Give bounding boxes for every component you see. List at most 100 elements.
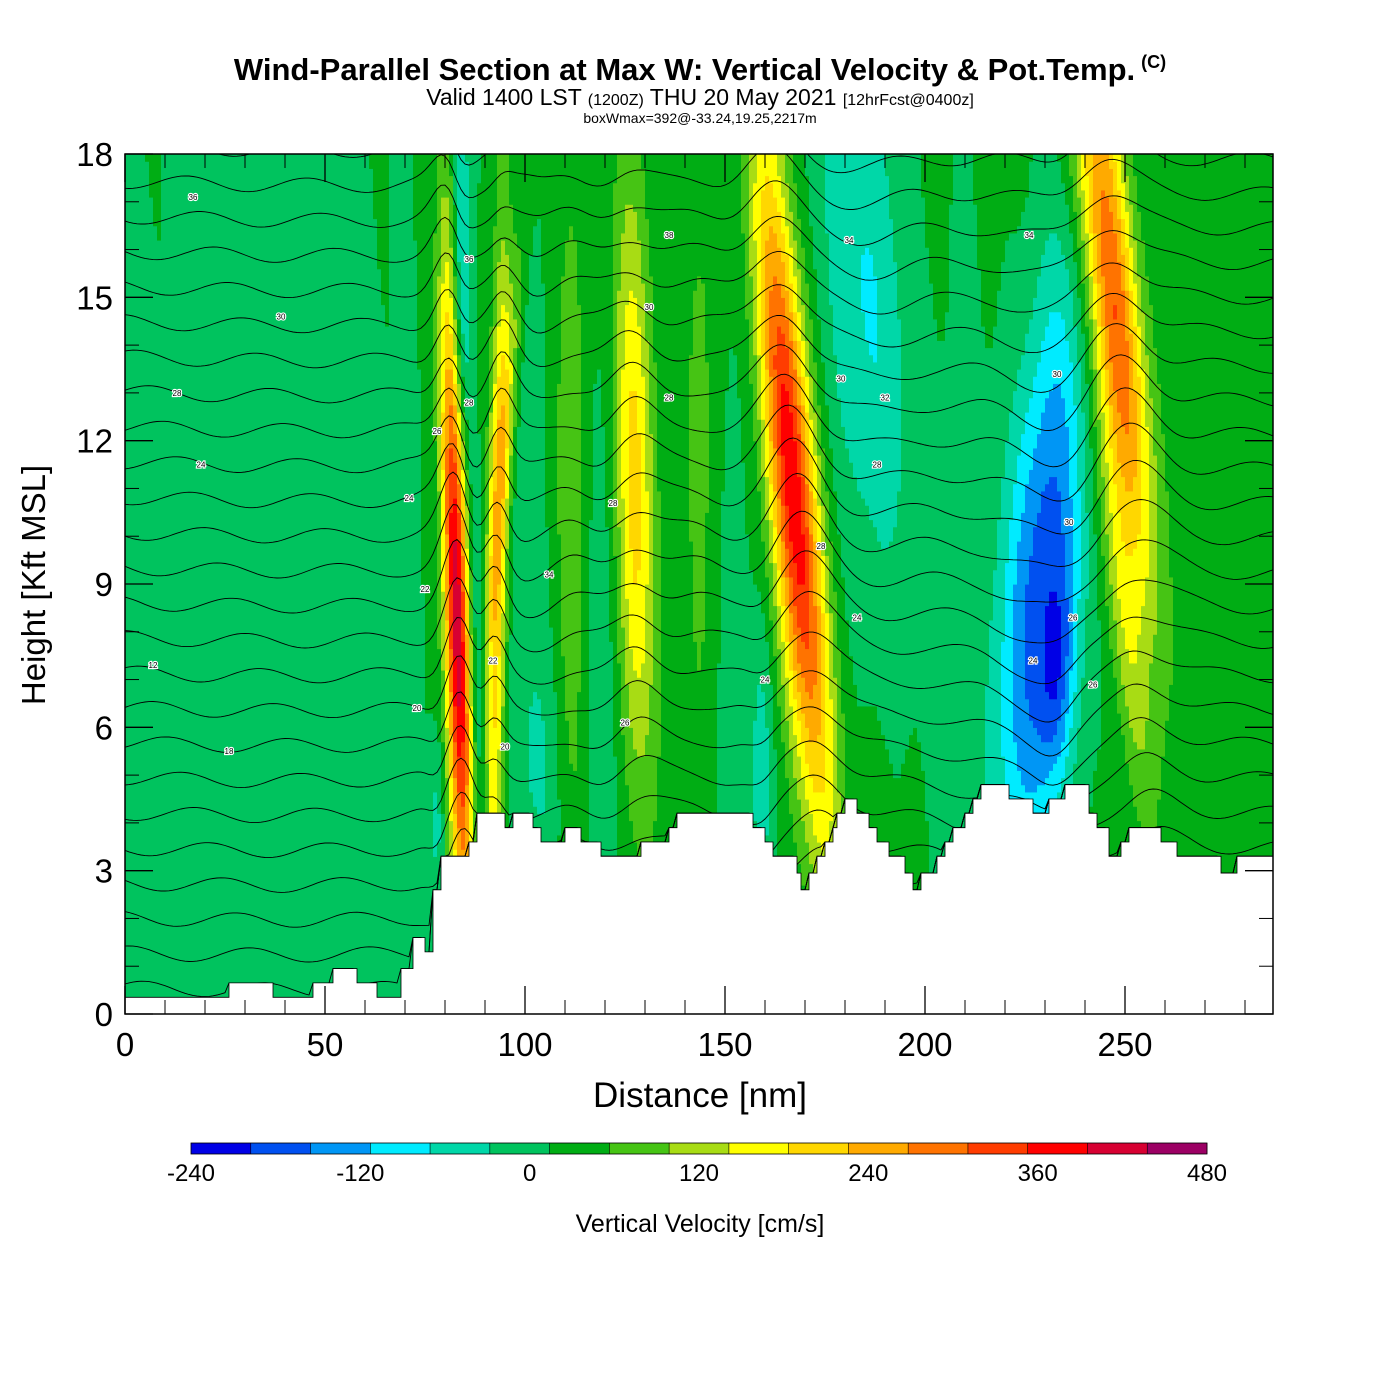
field-cell (145, 154, 150, 162)
field-cell (1069, 361, 1074, 499)
field-cell (1209, 154, 1214, 1014)
field-cell (545, 526, 550, 979)
field-cell (1113, 677, 1118, 1014)
field-cell (1145, 576, 1150, 721)
field-cell (1077, 154, 1082, 198)
field-cell (513, 318, 518, 349)
field-cell (805, 412, 810, 449)
field-cell (841, 154, 846, 427)
field-cell (913, 154, 918, 728)
field-cell (1105, 404, 1110, 463)
field-cell (329, 154, 334, 1014)
theta-label: 22 (421, 585, 430, 594)
theta-label: 18 (225, 747, 234, 756)
field-cell (461, 469, 466, 492)
field-cell (493, 326, 498, 384)
field-cell (805, 483, 810, 528)
field-cell (565, 154, 570, 241)
field-cell (1073, 404, 1078, 693)
field-cell (1029, 720, 1034, 793)
field-cell (1109, 168, 1114, 212)
field-cell (1029, 318, 1034, 399)
field-cell (541, 154, 546, 284)
terrain-mask (125, 784, 1273, 1014)
field-cell (317, 154, 322, 1014)
field-cell (473, 741, 478, 886)
field-cell (517, 247, 522, 349)
field-cell (889, 218, 894, 542)
field-cell (617, 154, 622, 291)
field-cell (589, 154, 594, 521)
field-cell (793, 182, 798, 241)
field-cell (797, 691, 802, 721)
chart-title: Wind-Parallel Section at Max W: Vertical… (233, 52, 1167, 87)
field-cell (1009, 154, 1014, 234)
field-cell (749, 383, 754, 571)
field-cell (1241, 154, 1246, 1014)
field-cell (825, 232, 830, 406)
field-cell (505, 369, 510, 449)
field-cell (805, 727, 810, 764)
field-cell (1097, 419, 1102, 499)
field-cell (1133, 154, 1138, 177)
field-cell (861, 311, 866, 499)
y-tick-label: 18 (76, 136, 113, 173)
field-cell (1237, 154, 1242, 1014)
field-cell (353, 154, 358, 1014)
colorbar-frame (190, 1142, 1208, 1155)
field-cell (789, 670, 794, 707)
field-cell (1125, 490, 1130, 556)
field-cell (809, 318, 814, 377)
field-cell (1137, 211, 1142, 277)
field-cell (973, 204, 978, 1014)
field-cell (1117, 261, 1122, 413)
field-cell (621, 154, 626, 234)
field-cell (445, 197, 450, 263)
field-cell (701, 283, 706, 642)
field-cell (821, 447, 826, 506)
x-tick-label: 250 (1097, 1026, 1152, 1063)
field-cell (289, 154, 294, 1014)
field-cell (1085, 275, 1090, 327)
field-cell (945, 154, 950, 313)
field-cell (1065, 426, 1070, 599)
field-cell (525, 154, 530, 306)
field-cell (465, 154, 470, 162)
field-cell (765, 519, 770, 578)
field-cell (477, 433, 482, 757)
field-cell (217, 154, 222, 1014)
field-cell (221, 154, 226, 1014)
field-cell (1113, 619, 1118, 678)
field-cell (1037, 512, 1042, 736)
field-cell (773, 748, 778, 943)
field-cell (981, 154, 986, 327)
field-cell (1125, 340, 1130, 435)
field-cell (801, 741, 806, 779)
field-cell (613, 182, 618, 556)
theta-label: 34 (845, 236, 854, 245)
field-cell (385, 154, 390, 327)
field-cell (1085, 512, 1090, 599)
field-cell (449, 777, 454, 822)
field-cell (485, 154, 490, 427)
field-cell (809, 777, 814, 814)
field-cell (1085, 175, 1090, 234)
field-cell (725, 390, 730, 1014)
field-cell (1113, 304, 1118, 320)
field-cell (969, 154, 974, 1014)
field-cell (741, 154, 746, 234)
field-cell (673, 154, 678, 1014)
field-cell (1137, 326, 1142, 377)
field-cell (1113, 197, 1118, 234)
field-cell (465, 419, 470, 470)
field-cell (1045, 741, 1050, 779)
field-cell (349, 154, 354, 1014)
colorbar-swatch (967, 1143, 1029, 1154)
field-cell (301, 154, 306, 1014)
x-tick-label: 50 (307, 1026, 344, 1063)
field-cell (801, 404, 806, 442)
field-cell (733, 154, 738, 356)
field-cell (793, 275, 798, 313)
field-cell (761, 354, 766, 420)
field-cell (441, 591, 446, 671)
